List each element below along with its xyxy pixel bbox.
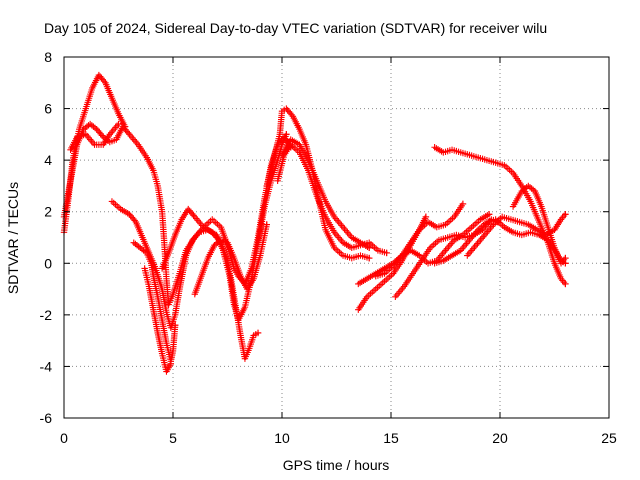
x-tick-label: 0 [60, 430, 68, 446]
data-point [98, 132, 106, 139]
data-point [190, 212, 197, 219]
data-point [254, 329, 262, 337]
data-point [562, 211, 569, 218]
x-tick-label: 5 [169, 430, 177, 446]
data-point [115, 120, 122, 128]
data-point [366, 254, 373, 262]
y-tick-label: 0 [44, 255, 52, 271]
data-point [366, 244, 373, 252]
data-point [283, 131, 290, 138]
data-point [171, 321, 179, 329]
axis-ticks [63, 56, 610, 419]
y-axis-title: SDTVAR / TECUs [5, 182, 21, 294]
data-point [100, 78, 108, 85]
data-point [459, 200, 467, 208]
data-point [422, 213, 430, 221]
data-point [562, 254, 569, 262]
data-point [131, 217, 138, 224]
y-tick-label: 6 [44, 101, 52, 117]
y-tick-label: 4 [44, 152, 52, 168]
data-point [167, 360, 175, 368]
plot-frame [63, 56, 610, 419]
y-tick-label: -2 [40, 307, 53, 323]
x-tick-label: 20 [492, 430, 508, 446]
y-tick-label: 2 [44, 204, 52, 220]
chart-title: Day 105 of 2024, Sidereal Day-to-day VTE… [44, 20, 547, 36]
y-tick-label: 8 [44, 49, 52, 65]
data-point [288, 111, 295, 118]
x-tick-label: 10 [274, 430, 290, 446]
y-tick-labels: -6 -4 -2 0 2 4 6 8 [40, 49, 53, 426]
data-point [124, 129, 132, 137]
x-tick-label: 15 [383, 430, 399, 446]
x-tick-label: 25 [601, 430, 617, 446]
data-point [194, 230, 202, 238]
data-point [383, 249, 390, 257]
data-markers [60, 71, 569, 375]
data-point [485, 211, 493, 218]
y-tick-label: -4 [40, 358, 53, 374]
x-axis-title: GPS time / hours [283, 457, 390, 473]
data-point [263, 221, 270, 228]
x-tick-labels: 0 5 10 15 20 25 [60, 430, 617, 446]
data-point [562, 280, 569, 288]
y-tick-label: -6 [40, 410, 53, 426]
